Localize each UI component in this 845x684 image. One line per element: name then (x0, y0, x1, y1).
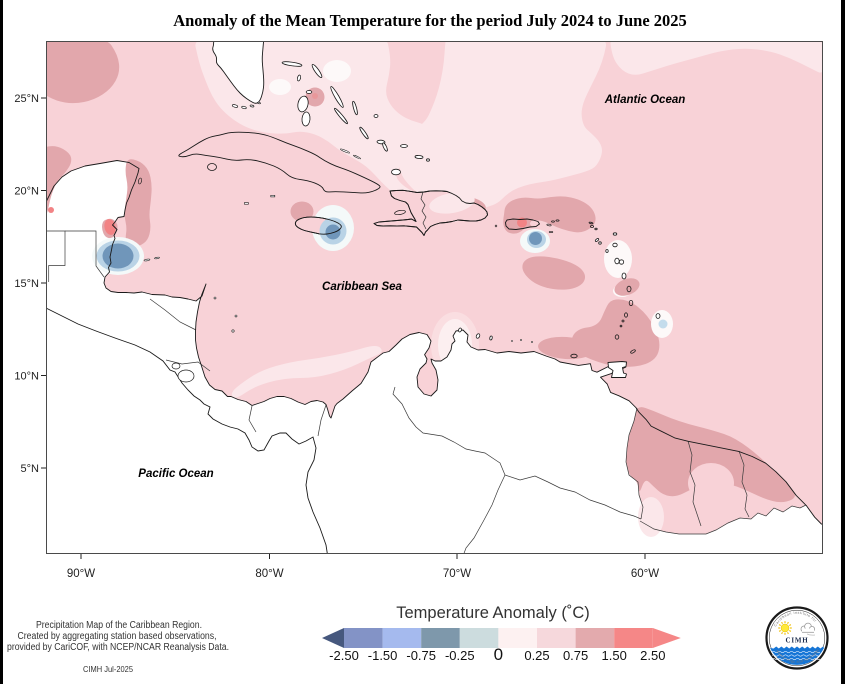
svg-text:60°W: 60°W (631, 568, 659, 580)
svg-text:Pacific Ocean: Pacific Ocean (138, 468, 213, 480)
svg-text:provided by CariCOF, with NCEP: provided by CariCOF, with NCEP/NCAR Rean… (7, 642, 229, 653)
svg-text:CIMH Jul-2025: CIMH Jul-2025 (83, 664, 133, 674)
svg-text:80°W: 80°W (255, 568, 283, 580)
svg-text:-2.50: -2.50 (329, 648, 359, 663)
svg-text:-1.50: -1.50 (368, 648, 398, 663)
svg-text:Precipitation Map of the Carib: Precipitation Map of the Caribbean Regio… (36, 620, 202, 631)
svg-text:5°N: 5°N (21, 463, 40, 475)
svg-text:-0.25: -0.25 (445, 648, 475, 663)
svg-text:10°N: 10°N (14, 371, 39, 383)
svg-text:-0.75: -0.75 (406, 648, 436, 663)
svg-text:0: 0 (494, 645, 503, 664)
svg-text:20°N: 20°N (14, 186, 39, 198)
svg-text:15°N: 15°N (14, 278, 39, 290)
svg-text:2.50: 2.50 (640, 648, 665, 663)
svg-text:70°W: 70°W (443, 568, 471, 580)
svg-text:CIMH: CIMH (785, 637, 808, 645)
svg-text:25°N: 25°N (14, 93, 39, 105)
svg-text:Created by aggregating station: Created by aggregating station based obs… (18, 631, 217, 642)
svg-text:0.75: 0.75 (563, 648, 588, 663)
svg-text:Temperature Anomaly (˚C): Temperature Anomaly (˚C) (396, 604, 589, 622)
svg-text:1.50: 1.50 (602, 648, 627, 663)
svg-text:Anomaly of the Mean Temperatur: Anomaly of the Mean Temperature for the … (173, 11, 687, 30)
svg-text:Atlantic Ocean: Atlantic Ocean (604, 94, 686, 106)
svg-text:0.25: 0.25 (524, 648, 549, 663)
svg-text:Caribbean Sea: Caribbean Sea (322, 281, 402, 293)
svg-text:90°W: 90°W (67, 568, 95, 580)
